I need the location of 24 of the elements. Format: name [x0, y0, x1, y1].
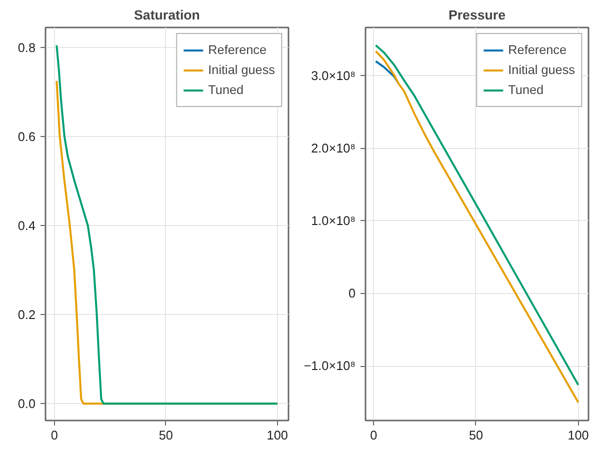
- y-tick-label: 1.0×10⁸: [311, 214, 356, 228]
- x-tick-label: 0: [370, 428, 378, 442]
- y-tick-label: 0.8: [18, 41, 36, 56]
- y-tick-label: 0.0: [18, 397, 36, 412]
- x-tick-label: 50: [468, 428, 484, 442]
- x-tick-label: 100: [266, 428, 288, 442]
- y-tick-label: 0.6: [18, 130, 36, 144]
- chart-title: Saturation: [134, 8, 200, 22]
- y-tick-label: 0.4: [18, 219, 36, 234]
- x-tick-label: 50: [158, 428, 173, 442]
- x-tick-label: 0: [50, 428, 58, 442]
- legend-label: Reference: [208, 43, 267, 57]
- y-tick-label: 0: [348, 286, 356, 300]
- y-tick-label: 0.2: [18, 308, 36, 322]
- x-tick-label: 100: [568, 428, 589, 442]
- legend-label: Tuned: [508, 83, 544, 97]
- legend-label: Reference: [508, 43, 567, 57]
- legend-label: Initial guess: [508, 63, 575, 77]
- legend-label: Initial guess: [208, 63, 275, 77]
- legend-label: Tuned: [208, 83, 244, 97]
- y-tick-label: 2.0×10⁸: [311, 141, 356, 156]
- y-tick-label: −1.0×10⁸: [304, 359, 356, 374]
- chart-title: Pressure: [448, 8, 506, 22]
- y-tick-label: 3.0×10⁸: [311, 68, 356, 83]
